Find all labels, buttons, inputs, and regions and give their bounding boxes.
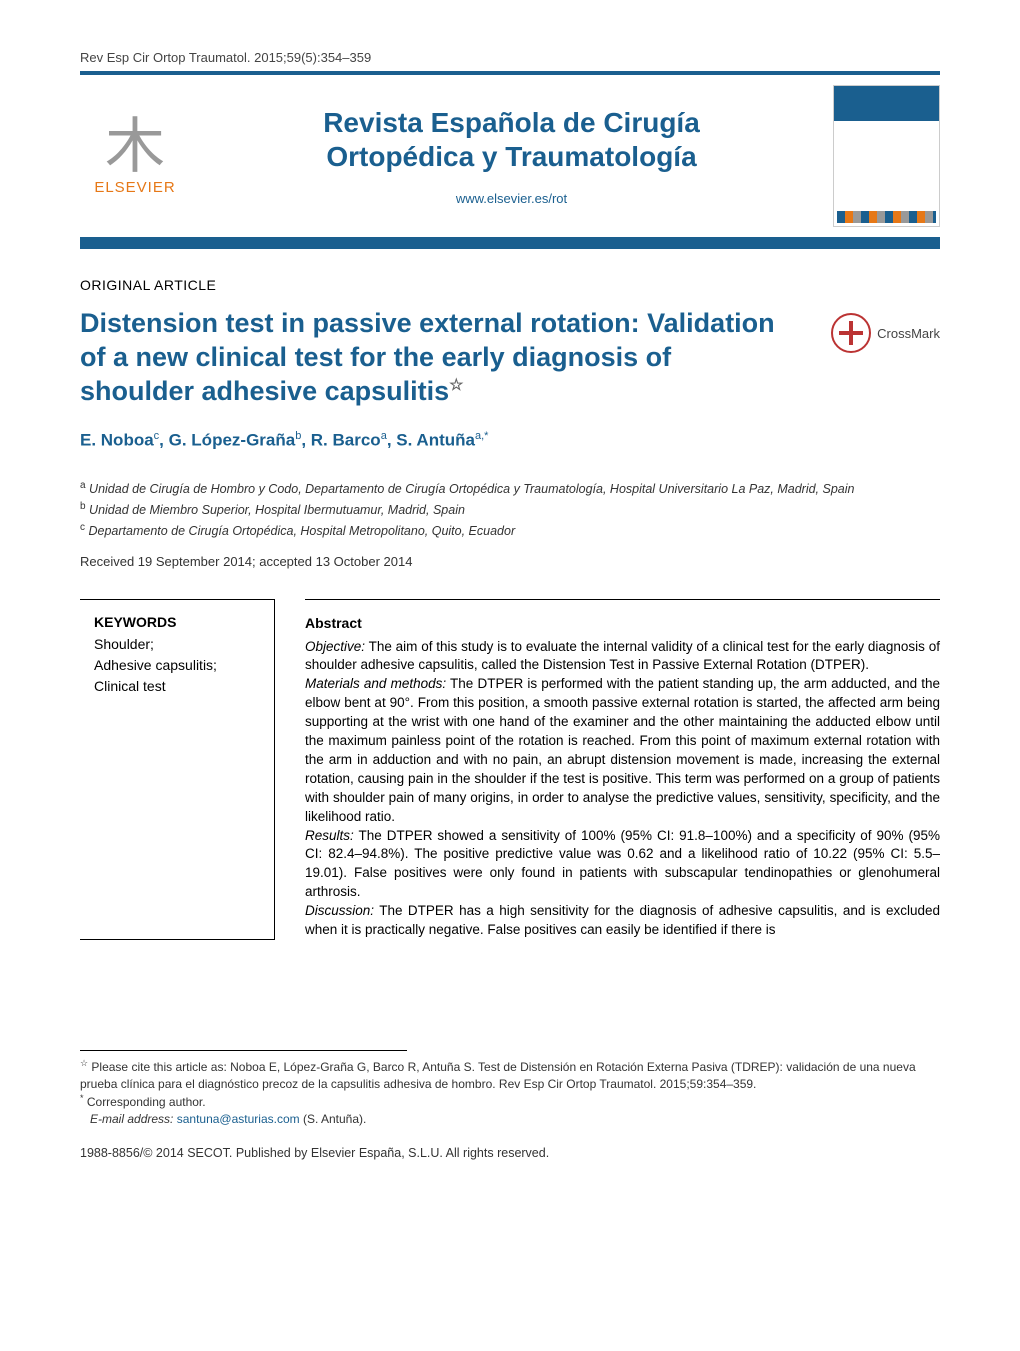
copyright-line: 1988-8856/© 2014 SECOT. Published by Els… [80, 1146, 940, 1160]
methods-label: Materials and methods: [305, 676, 446, 691]
journal-title-line2: Ortopédica y Traumatología [190, 140, 833, 174]
header-thick-rule [80, 237, 940, 249]
crossmark-icon [831, 313, 871, 353]
footnote-corresponding: Corresponding author. [84, 1095, 206, 1109]
affiliation-c: c Departamento de Cirugía Ortopédica, Ho… [80, 521, 940, 540]
abstract-block: KEYWORDS Shoulder; Adhesive capsulitis; … [80, 599, 940, 940]
author-2: G. López-Graña [169, 431, 296, 450]
elsevier-tree-icon: ⽊ [105, 117, 165, 177]
abstract-heading: Abstract [305, 614, 940, 634]
footnotes: ☆ Please cite this article as: Noboa E, … [80, 1050, 407, 1128]
discussion-text: The DTPER has a high sensitivity for the… [305, 903, 940, 937]
journal-title-line1: Revista Española de Cirugía [190, 106, 833, 140]
header-citation: Rev Esp Cir Ortop Traumatol. 2015;59(5):… [80, 50, 940, 65]
crossmark-badge[interactable]: CrossMark [831, 313, 940, 353]
affiliation-c-text: Departamento de Cirugía Ortopédica, Hosp… [88, 524, 515, 538]
journal-cover-thumbnail [833, 85, 940, 227]
abstract-text: Abstract Objective: The aim of this stud… [305, 599, 940, 940]
journal-url[interactable]: www.elsevier.es/rot [190, 191, 833, 206]
crossmark-label: CrossMark [877, 326, 940, 341]
journal-header: ⽊ ELSEVIER Revista Española de Cirugía O… [80, 75, 940, 233]
elsevier-wordmark: ELSEVIER [94, 179, 175, 196]
article-title: Distension test in passive external rota… [80, 307, 811, 408]
affiliation-b-text: Unidad de Miembro Superior, Hospital Ibe… [89, 503, 465, 517]
discussion-label: Discussion: [305, 903, 374, 918]
keyword-1: Shoulder; [94, 634, 258, 655]
author-3-affil: a [381, 430, 387, 442]
objective-label: Objective: [305, 639, 365, 654]
elsevier-logo: ⽊ ELSEVIER [80, 117, 190, 196]
affiliation-a-text: Unidad de Cirugía de Hombro y Codo, Depa… [89, 482, 854, 496]
affiliation-b: b Unidad de Miembro Superior, Hospital I… [80, 500, 940, 519]
article-title-line3: shoulder adhesive capsulitis [80, 376, 449, 406]
corresponding-email[interactable]: santuna@asturias.com [177, 1112, 300, 1126]
author-4-affil: a,* [475, 430, 488, 442]
keyword-3: Clinical test [94, 676, 258, 697]
keyword-2: Adhesive capsulitis; [94, 655, 258, 676]
email-label: E-mail address: [90, 1112, 177, 1126]
title-footnote-star: ☆ [449, 377, 463, 394]
email-person: (S. Antuña). [300, 1112, 367, 1126]
keywords-box: KEYWORDS Shoulder; Adhesive capsulitis; … [80, 599, 275, 940]
results-label: Results: [305, 828, 354, 843]
author-4: S. Antuña [396, 431, 475, 450]
footnote-cite-star: ☆ [80, 1058, 88, 1068]
author-list: E. Noboac, G. López-Grañab, R. Barcoa, S… [80, 430, 940, 451]
affiliation-a: a Unidad de Cirugía de Hombro y Codo, De… [80, 479, 940, 498]
author-1: E. Noboa [80, 431, 154, 450]
results-text: The DTPER showed a sensitivity of 100% (… [305, 828, 940, 900]
article-title-line1: Distension test in passive external rota… [80, 308, 775, 338]
author-2-affil: b [295, 430, 301, 442]
author-3: R. Barco [311, 431, 381, 450]
author-1-affil: c [154, 430, 160, 442]
keywords-heading: KEYWORDS [94, 614, 258, 630]
methods-text: The DTPER is performed with the patient … [305, 676, 940, 823]
footnote-citation: Please cite this article as: Noboa E, Ló… [80, 1060, 916, 1091]
article-title-line2: of a new clinical test for the early dia… [80, 342, 671, 372]
objective-text: The aim of this study is to evaluate the… [305, 639, 940, 673]
article-dates: Received 19 September 2014; accepted 13 … [80, 554, 940, 569]
article-type-label: ORIGINAL ARTICLE [80, 277, 940, 293]
